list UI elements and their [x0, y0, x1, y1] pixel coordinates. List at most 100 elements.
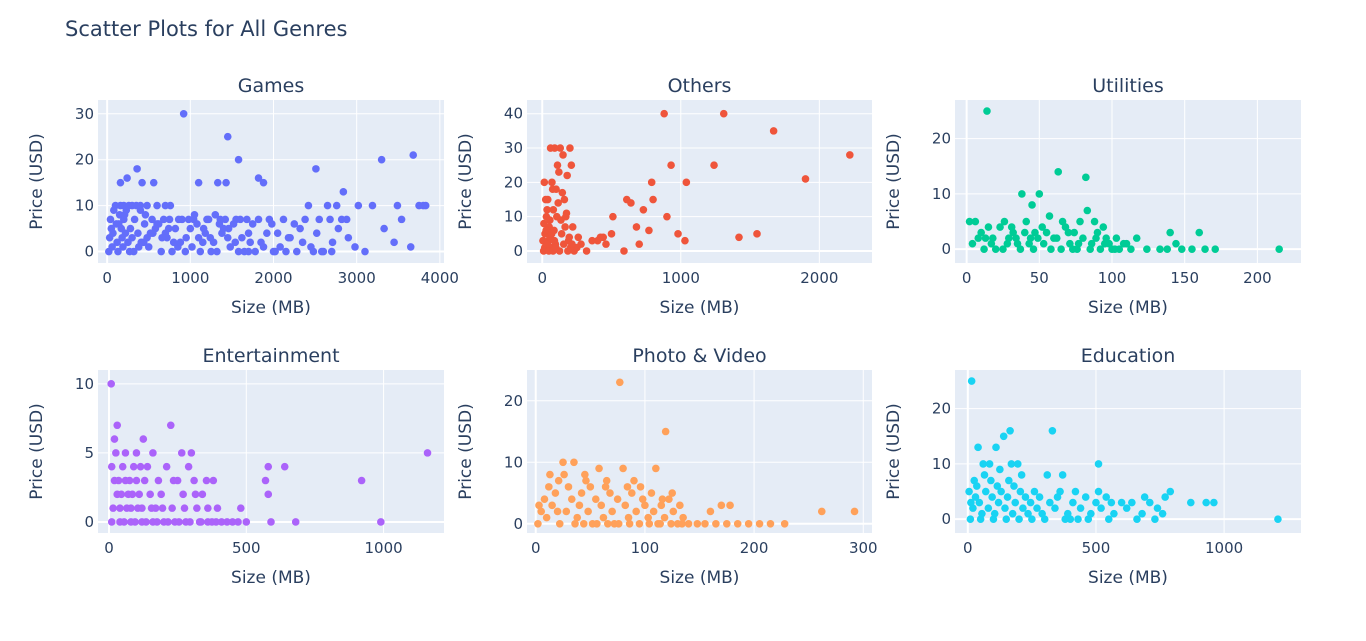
data-point [223, 132, 232, 141]
data-point [571, 519, 579, 528]
data-point [975, 498, 984, 507]
data-point [1090, 217, 1099, 226]
y-tick-label: 10 [75, 375, 94, 393]
data-point [606, 489, 614, 497]
data-point [992, 443, 1000, 452]
data-point [1107, 498, 1116, 507]
data-point [766, 519, 775, 528]
data-point [1063, 509, 1072, 518]
data-point [1064, 228, 1073, 237]
data-point [971, 493, 980, 501]
data-point [136, 201, 145, 210]
data-point [149, 178, 158, 187]
data-point [1019, 504, 1027, 512]
data-point [1045, 212, 1054, 220]
data-point [228, 518, 237, 526]
chart-title: Scatter Plots for All Genres [65, 17, 348, 41]
data-point [177, 449, 186, 457]
data-point [208, 518, 216, 526]
y-tick-label: 0 [513, 242, 523, 260]
y-tick-label: 20 [75, 151, 94, 169]
data-point [540, 219, 548, 228]
data-point [238, 233, 246, 242]
data-point [1151, 515, 1159, 523]
data-point [1074, 239, 1083, 248]
data-point [984, 223, 993, 231]
y-tick-label: 0 [513, 515, 523, 533]
data-point [113, 238, 121, 247]
data-point [591, 495, 600, 503]
data-point [980, 245, 988, 253]
data-point [1153, 504, 1162, 512]
x-axis-label: Size (MB) [231, 298, 311, 318]
data-point [635, 519, 644, 528]
data-point [1104, 515, 1113, 523]
data-point [291, 518, 300, 526]
data-point [244, 247, 253, 256]
data-point [1128, 498, 1136, 507]
data-point [243, 215, 251, 224]
data-point [323, 201, 332, 210]
data-point [559, 458, 567, 467]
data-point [706, 507, 715, 516]
data-point [638, 495, 647, 503]
data-point [107, 380, 115, 388]
data-point [117, 490, 126, 499]
data-point [188, 243, 196, 251]
data-point [1034, 234, 1042, 242]
data-point [213, 504, 222, 512]
data-point [560, 470, 568, 479]
data-point [1043, 471, 1052, 479]
data-point [107, 518, 116, 526]
data-point [301, 215, 309, 224]
plot-background [527, 100, 872, 263]
data-point [568, 223, 577, 231]
y-tick-label: 20 [504, 173, 523, 191]
data-point [131, 518, 139, 526]
data-point [632, 507, 640, 516]
data-point [1016, 487, 1025, 496]
data-point [332, 201, 341, 210]
data-point [116, 504, 124, 512]
subplot-1: 0 1000 2000 3000 4000 0 10 20 30 Games Size (MB) Pr… [27, 75, 459, 318]
data-point [627, 199, 635, 207]
data-point [602, 240, 610, 248]
data-point [279, 215, 288, 224]
data-point [1132, 234, 1141, 242]
data-point [120, 518, 128, 526]
data-point [164, 224, 173, 233]
data-point [582, 247, 591, 255]
data-point [1083, 206, 1092, 215]
data-point [114, 247, 122, 256]
data-point [850, 507, 859, 516]
x-tick-label: 300 [849, 539, 878, 557]
x-tick-label: 100 [631, 539, 660, 557]
data-point [393, 201, 402, 210]
data-point [312, 229, 321, 237]
data-point [980, 471, 989, 479]
data-point [298, 238, 307, 247]
data-point [623, 483, 632, 491]
y-tick-label: 40 [504, 105, 523, 123]
data-point [271, 247, 279, 256]
data-point [123, 504, 131, 512]
data-point [1047, 245, 1055, 253]
data-point [1092, 498, 1100, 507]
data-point [290, 220, 299, 228]
x-axis-label: Size (MB) [660, 298, 740, 318]
data-point [197, 518, 205, 526]
data-point [1076, 504, 1085, 512]
data-point [146, 229, 155, 237]
data-point [118, 462, 127, 471]
data-point [259, 243, 268, 251]
data-point [143, 462, 152, 471]
data-point [999, 432, 1008, 441]
data-point [1053, 493, 1062, 501]
x-tick-label: 1000 [364, 539, 402, 557]
data-point [264, 462, 273, 471]
data-point [603, 519, 612, 528]
data-point [967, 498, 975, 507]
x-tick-label: 1000 [1205, 539, 1243, 557]
data-point [1070, 228, 1079, 237]
data-point [562, 209, 571, 218]
